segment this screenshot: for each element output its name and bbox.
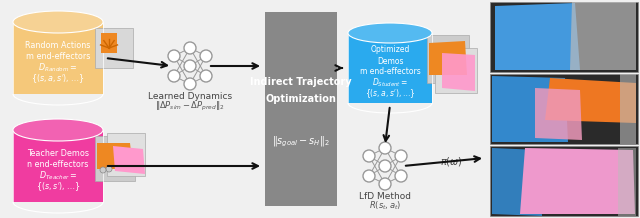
Circle shape bbox=[363, 150, 375, 162]
Bar bbox=[265, 12, 337, 206]
Polygon shape bbox=[113, 146, 145, 174]
Circle shape bbox=[184, 60, 196, 72]
Bar bbox=[435, 48, 477, 93]
Circle shape bbox=[395, 170, 407, 182]
Text: $\|\Delta P_{sim} - \Delta P_{pred}\|_2$: $\|\Delta P_{sim} - \Delta P_{pred}\|_2$ bbox=[155, 100, 225, 113]
Ellipse shape bbox=[13, 119, 103, 141]
Circle shape bbox=[363, 170, 375, 182]
Polygon shape bbox=[618, 148, 636, 216]
Bar bbox=[13, 130, 103, 202]
Bar bbox=[490, 2, 638, 72]
Ellipse shape bbox=[13, 119, 103, 141]
Text: Random Actions: Random Actions bbox=[26, 41, 91, 50]
Text: $D_{Random} =$: $D_{Random} =$ bbox=[38, 61, 77, 74]
Text: Optimized: Optimized bbox=[371, 46, 410, 54]
Polygon shape bbox=[492, 148, 542, 216]
Circle shape bbox=[184, 42, 196, 54]
Text: LfD Method: LfD Method bbox=[359, 192, 411, 201]
Text: m end-effectors: m end-effectors bbox=[360, 68, 420, 77]
Text: Learned Dynamics: Learned Dynamics bbox=[148, 92, 232, 101]
Circle shape bbox=[379, 178, 391, 190]
Polygon shape bbox=[570, 2, 636, 70]
Polygon shape bbox=[442, 53, 475, 91]
Polygon shape bbox=[429, 41, 467, 75]
Text: m end-effectors: m end-effectors bbox=[26, 52, 90, 61]
Polygon shape bbox=[620, 74, 636, 144]
Circle shape bbox=[168, 50, 180, 62]
Polygon shape bbox=[101, 33, 117, 53]
Bar bbox=[107, 133, 145, 176]
Polygon shape bbox=[97, 143, 133, 169]
Bar bbox=[490, 146, 638, 216]
Text: $R(s_t, a_t)$: $R(s_t, a_t)$ bbox=[369, 200, 401, 213]
Ellipse shape bbox=[13, 11, 103, 33]
Text: $D_{Student} =$: $D_{Student} =$ bbox=[372, 77, 408, 89]
Text: $D_{Teacher} =$: $D_{Teacher} =$ bbox=[39, 169, 77, 182]
Text: Teacher Demos: Teacher Demos bbox=[27, 149, 89, 158]
Circle shape bbox=[200, 70, 212, 82]
Circle shape bbox=[168, 70, 180, 82]
Bar bbox=[13, 22, 103, 94]
Polygon shape bbox=[492, 76, 568, 142]
Text: $\{(s, a, s^{\prime}), \ldots\}$: $\{(s, a, s^{\prime}), \ldots\}$ bbox=[365, 88, 415, 100]
Ellipse shape bbox=[13, 11, 103, 33]
Circle shape bbox=[184, 78, 196, 90]
Text: $\{(s, s^{\prime}), \ldots\}$: $\{(s, s^{\prime}), \ldots\}$ bbox=[36, 180, 80, 193]
Bar bbox=[427, 35, 469, 83]
Text: n end-effectors: n end-effectors bbox=[28, 160, 89, 169]
Polygon shape bbox=[520, 148, 635, 214]
Bar bbox=[490, 74, 638, 144]
Bar bbox=[348, 33, 432, 103]
Text: $\{(s, a, s^{\prime}), \ldots\}$: $\{(s, a, s^{\prime}), \ldots\}$ bbox=[31, 72, 84, 85]
Circle shape bbox=[106, 166, 112, 172]
Circle shape bbox=[395, 150, 407, 162]
Polygon shape bbox=[495, 3, 580, 70]
Polygon shape bbox=[545, 78, 636, 123]
Circle shape bbox=[379, 160, 391, 172]
Ellipse shape bbox=[348, 23, 432, 43]
Ellipse shape bbox=[348, 23, 432, 43]
Text: $\|s_{goal} - s_H\|_2$: $\|s_{goal} - s_H\|_2$ bbox=[272, 135, 330, 149]
Text: Indirect Trajectory: Indirect Trajectory bbox=[250, 77, 352, 87]
Circle shape bbox=[200, 50, 212, 62]
Text: $\pi(\omega)$: $\pi(\omega)$ bbox=[440, 155, 463, 167]
Circle shape bbox=[379, 142, 391, 154]
Bar bbox=[95, 136, 135, 181]
Circle shape bbox=[100, 167, 106, 173]
Bar bbox=[95, 28, 133, 68]
Text: Demos: Demos bbox=[377, 56, 403, 65]
Polygon shape bbox=[535, 88, 582, 140]
Text: Optimization: Optimization bbox=[266, 94, 337, 104]
